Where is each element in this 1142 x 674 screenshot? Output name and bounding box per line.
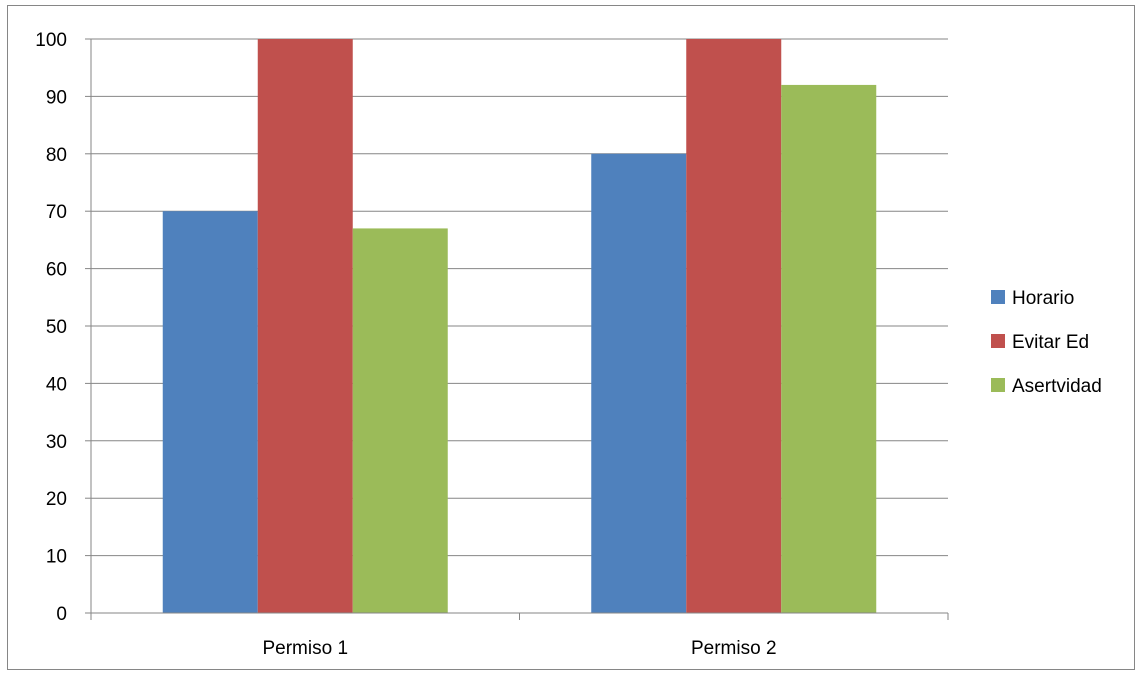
bar-evitar-ed-2 [686, 39, 782, 613]
y-tick-label: 30 [46, 432, 67, 453]
legend-item-evitar-ed: Evitar Ed [991, 332, 1089, 353]
y-tick-label: 60 [46, 260, 67, 281]
y-tick-label: 50 [46, 317, 67, 338]
legend-swatch [991, 378, 1005, 392]
legend-label: Asertvidad [1012, 376, 1102, 397]
bar-asertvidad-1 [352, 228, 448, 614]
x-axis-tick-labels: Permiso 1 Permiso 2 [262, 638, 776, 659]
legend-swatch [991, 334, 1005, 348]
y-tick-label: 90 [46, 87, 67, 108]
axes [85, 38, 949, 620]
y-tick-label: 10 [46, 547, 67, 568]
legend-item-horario: Horario [991, 288, 1074, 309]
x-tick-label: Permiso 1 [262, 638, 348, 659]
legend-label: Evitar Ed [1012, 332, 1089, 353]
legend-label: Horario [1012, 288, 1074, 309]
x-tick-label: Permiso 2 [691, 638, 777, 659]
bar-horario-1 [162, 211, 258, 613]
y-tick-label: 100 [35, 30, 67, 51]
bar-horario-2 [591, 153, 687, 614]
legend-item-asertvidad: Asertvidad [991, 376, 1102, 397]
y-tick-label: 70 [46, 202, 67, 223]
y-tick-label: 40 [46, 374, 67, 395]
legend: Horario Evitar Ed Asertvidad [991, 288, 1102, 397]
legend-swatch [991, 290, 1005, 304]
y-axis-tick-labels: 0 10 20 30 40 50 60 70 80 90 100 [35, 30, 67, 625]
y-tick-label: 20 [46, 489, 67, 510]
bars [162, 39, 877, 614]
bar-asertvidad-2 [781, 84, 877, 614]
y-tick-label: 80 [46, 145, 67, 166]
bar-evitar-ed-1 [257, 39, 353, 613]
y-tick-label: 0 [56, 604, 67, 625]
